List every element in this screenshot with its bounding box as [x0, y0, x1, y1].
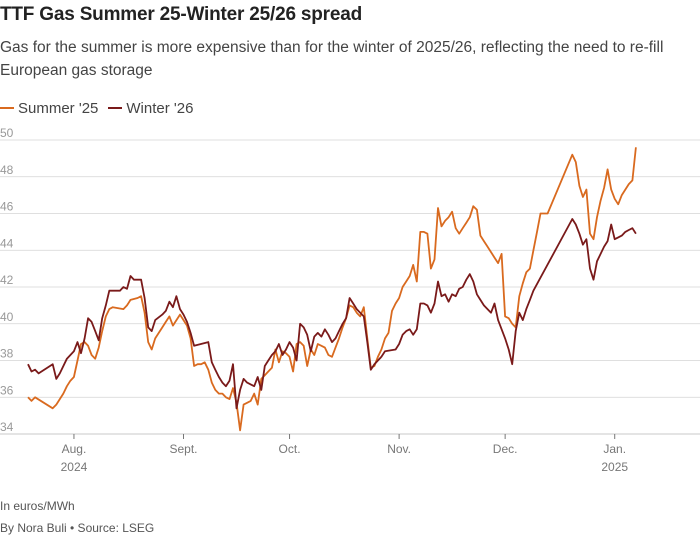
byline: By Nora Buli • Source: LSEG: [0, 521, 155, 535]
series-line-winter: [27, 218, 637, 410]
legend: Summer '25 Winter '26: [0, 98, 203, 118]
grid-lines: [0, 139, 700, 435]
y-tick-label: 40: [0, 310, 14, 324]
x-axis: Aug. 2024 Sept. Oct. Nov. Dec. Jan. 2025: [61, 434, 628, 474]
y-tick-label: 48: [0, 163, 14, 177]
x-tick-label: Oct.: [279, 442, 301, 456]
y-tick-label: 36: [0, 383, 14, 397]
x-tick-label: Nov.: [387, 442, 411, 456]
legend-label-summer: Summer '25: [18, 99, 99, 117]
y-axis: 34 36 38 40 42 44 46 48 50: [0, 126, 14, 434]
legend-label-winter: Winter '26: [126, 99, 194, 117]
chart-title: TTF Gas Summer 25-Winter 25/26 spread: [0, 4, 363, 25]
series-line-summer: [27, 147, 637, 432]
x-tick-year: 2025: [601, 460, 628, 474]
x-tick-label: Jan.: [603, 442, 626, 456]
legend-swatch-summer: [0, 107, 14, 109]
x-tick-year: 2024: [61, 460, 88, 474]
y-tick-label: 38: [0, 347, 14, 361]
x-tick-label: Aug.: [62, 442, 87, 456]
x-tick-label: Sept.: [169, 442, 197, 456]
legend-item-summer: Summer '25: [0, 100, 98, 117]
y-tick-label: 50: [0, 126, 14, 140]
y-tick-label: 46: [0, 200, 14, 214]
series-lines: [27, 147, 637, 432]
y-tick-label: 44: [0, 236, 14, 250]
y-tick-label: 42: [0, 273, 14, 287]
chart-subtitle: Gas for the summer is more expensive tha…: [0, 39, 664, 79]
legend-swatch-winter: [108, 107, 123, 109]
x-tick-label: Dec.: [493, 442, 518, 456]
y-tick-label: 34: [0, 420, 14, 434]
legend-item-winter: Winter '26: [108, 100, 193, 117]
line-chart: 34 36 38 40 42 44 46 48 50 Aug. 2024 Sept. Oct. Nov.…: [0, 126, 700, 474]
unit-label: In euros/MWh: [0, 499, 75, 513]
